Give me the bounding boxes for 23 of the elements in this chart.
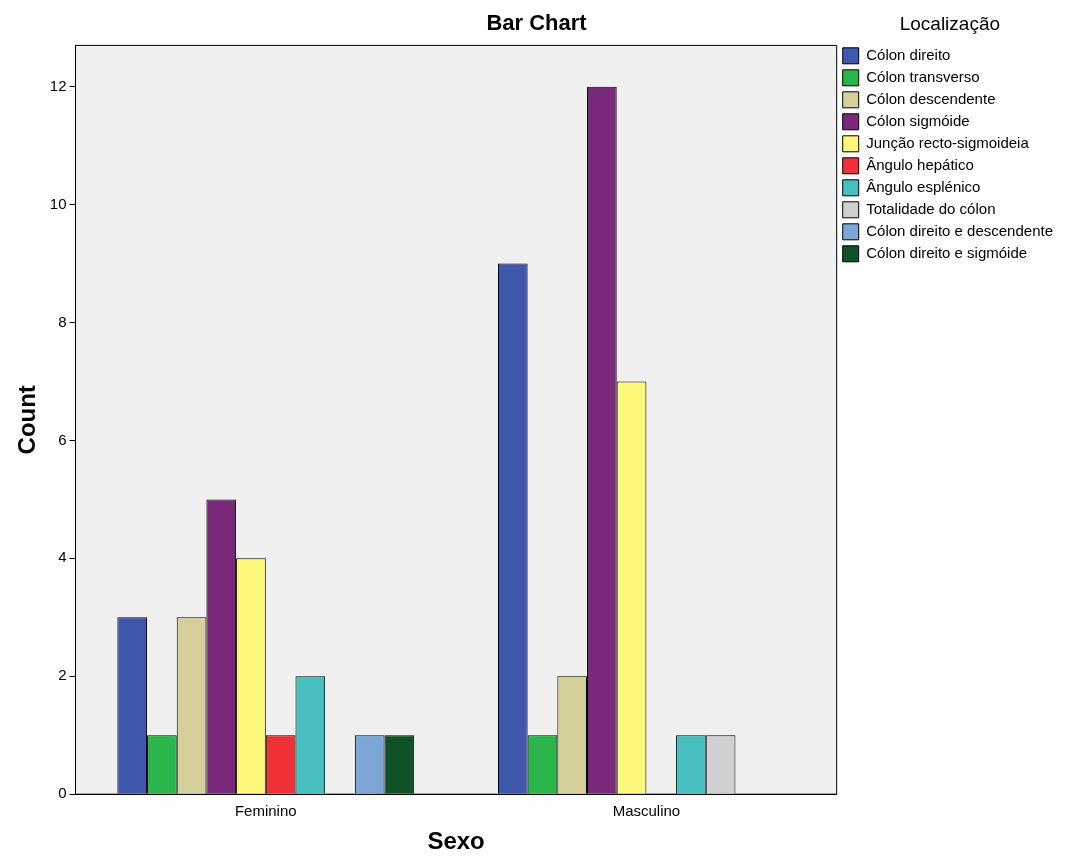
legend-label: Cólon direito e sigmóide bbox=[866, 243, 1028, 261]
y-tick-label: 10 bbox=[49, 194, 67, 212]
chart-title: Bar Chart bbox=[486, 10, 588, 36]
legend-label: Cólon sigmóide bbox=[866, 111, 970, 129]
legend-label: Ângulo hepático bbox=[866, 155, 974, 173]
y-tick-label: 4 bbox=[58, 548, 67, 566]
y-axis-title: Count bbox=[13, 385, 41, 455]
legend-title: Localização bbox=[899, 12, 1001, 34]
legend-label: Totalidade do cólon bbox=[866, 199, 996, 217]
x-axis-title: Sexo bbox=[427, 827, 485, 855]
x-tick-label: Feminino bbox=[234, 802, 297, 820]
legend-label: Junção recto-sigmoideia bbox=[866, 133, 1030, 151]
legend-label: Cólon transverso bbox=[866, 67, 980, 85]
legend-label: Cólon direito e descendente bbox=[866, 221, 1053, 239]
legend-label: Ângulo esplénico bbox=[866, 177, 981, 195]
legend-label: Cólon direito bbox=[866, 45, 951, 63]
y-tick-label: 12 bbox=[49, 76, 67, 94]
y-tick-label: 8 bbox=[58, 312, 67, 330]
y-tick-label: 0 bbox=[58, 784, 67, 802]
y-tick-label: 6 bbox=[58, 430, 67, 448]
y-tick-label: 2 bbox=[58, 666, 67, 684]
x-tick-label: Masculino bbox=[612, 802, 681, 820]
legend-label: Cólon descendente bbox=[866, 89, 996, 107]
